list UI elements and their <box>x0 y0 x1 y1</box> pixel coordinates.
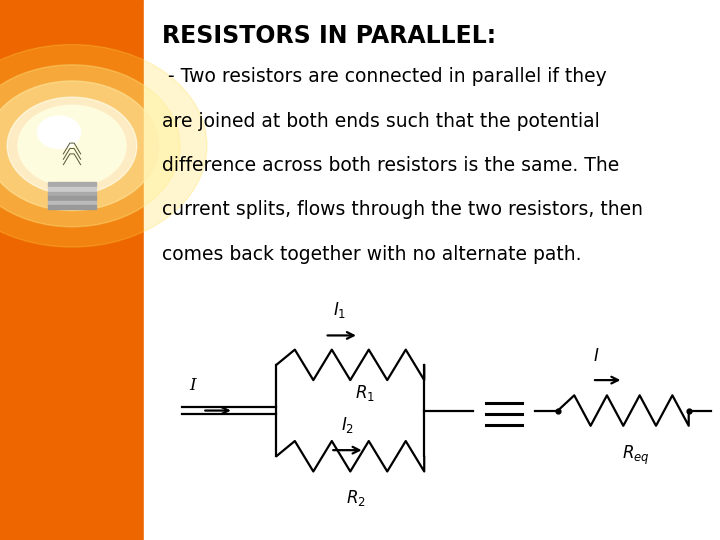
Bar <box>48 187 96 191</box>
Text: RESISTORS IN PARALLEL:: RESISTORS IN PARALLEL: <box>162 24 496 48</box>
Circle shape <box>7 97 137 194</box>
Text: comes back together with no alternate path.: comes back together with no alternate pa… <box>162 245 582 264</box>
Bar <box>48 192 96 195</box>
Bar <box>48 206 96 210</box>
Bar <box>48 196 96 200</box>
Text: are joined at both ends such that the potential: are joined at both ends such that the po… <box>162 112 600 131</box>
Text: I: I <box>189 377 195 394</box>
Text: current splits, flows through the two resistors, then: current splits, flows through the two re… <box>162 200 643 219</box>
Text: $R_{eq}$: $R_{eq}$ <box>622 443 649 467</box>
Text: $I$: $I$ <box>593 348 599 365</box>
Bar <box>144 0 720 540</box>
Bar <box>48 183 96 186</box>
Bar <box>0 0 144 540</box>
Circle shape <box>18 105 126 186</box>
Circle shape <box>0 81 158 211</box>
Text: $R_2$: $R_2$ <box>346 488 366 508</box>
Text: difference across both resistors is the same. The: difference across both resistors is the … <box>162 156 619 175</box>
Text: $R_1$: $R_1$ <box>354 383 374 403</box>
Bar <box>48 201 96 205</box>
Text: $I_2$: $I_2$ <box>341 415 354 435</box>
Circle shape <box>0 45 207 247</box>
Circle shape <box>37 116 81 148</box>
Text: - Two resistors are connected in parallel if they: - Two resistors are connected in paralle… <box>162 68 607 86</box>
Text: $I_1$: $I_1$ <box>333 300 347 320</box>
Circle shape <box>0 65 180 227</box>
